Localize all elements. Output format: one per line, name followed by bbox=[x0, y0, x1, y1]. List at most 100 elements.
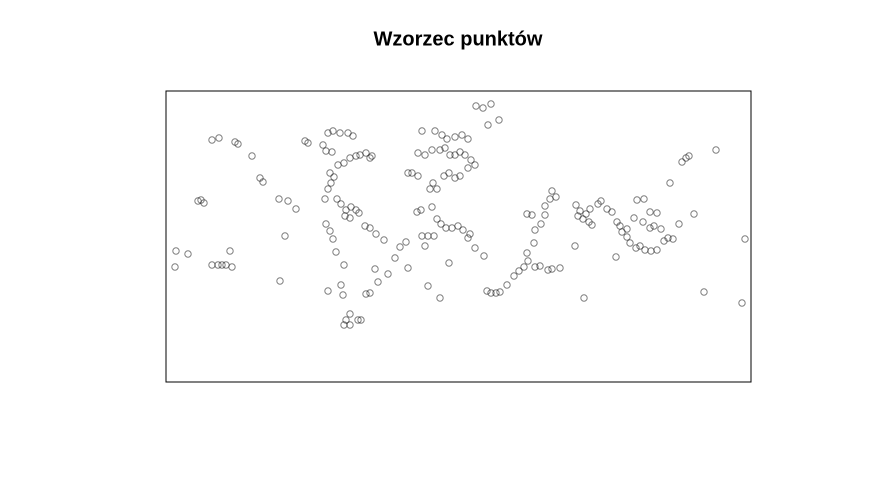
point bbox=[322, 220, 330, 228]
point bbox=[548, 265, 556, 273]
point bbox=[536, 262, 544, 270]
point bbox=[284, 197, 292, 205]
point bbox=[354, 316, 362, 324]
point bbox=[630, 214, 638, 222]
point bbox=[657, 225, 665, 233]
point bbox=[515, 267, 523, 275]
point bbox=[495, 116, 503, 124]
point bbox=[541, 202, 549, 210]
point bbox=[337, 281, 345, 289]
point bbox=[442, 224, 450, 232]
point bbox=[346, 310, 354, 318]
point bbox=[214, 261, 222, 269]
point bbox=[666, 179, 674, 187]
point bbox=[184, 250, 192, 258]
point bbox=[646, 208, 654, 216]
point bbox=[431, 127, 439, 135]
point bbox=[404, 169, 412, 177]
point bbox=[650, 222, 658, 230]
point bbox=[329, 235, 337, 243]
point bbox=[445, 169, 453, 177]
point bbox=[275, 195, 283, 203]
point bbox=[586, 205, 594, 213]
point bbox=[357, 316, 365, 324]
point bbox=[327, 179, 335, 187]
point bbox=[330, 173, 338, 181]
point bbox=[368, 152, 376, 160]
point bbox=[208, 261, 216, 269]
point bbox=[433, 185, 441, 193]
point bbox=[582, 210, 590, 218]
point bbox=[356, 151, 364, 159]
point bbox=[483, 287, 491, 295]
point bbox=[424, 232, 432, 240]
point bbox=[218, 261, 226, 269]
point bbox=[741, 235, 749, 243]
point bbox=[520, 263, 528, 271]
point bbox=[480, 252, 488, 260]
point bbox=[464, 135, 472, 143]
point bbox=[342, 316, 350, 324]
point bbox=[510, 272, 518, 280]
point bbox=[537, 220, 545, 228]
point bbox=[436, 146, 444, 154]
point bbox=[172, 247, 180, 255]
point bbox=[471, 244, 479, 252]
point bbox=[669, 235, 677, 243]
point bbox=[445, 259, 453, 267]
point bbox=[171, 263, 179, 271]
point bbox=[366, 154, 374, 162]
point bbox=[546, 195, 554, 203]
point bbox=[340, 159, 348, 167]
point bbox=[234, 140, 242, 148]
point bbox=[544, 266, 552, 274]
point bbox=[580, 294, 588, 302]
point bbox=[492, 289, 500, 297]
point bbox=[646, 224, 654, 232]
point bbox=[700, 288, 708, 296]
point bbox=[443, 135, 451, 143]
point bbox=[451, 133, 459, 141]
point bbox=[588, 221, 596, 229]
point bbox=[336, 129, 344, 137]
point bbox=[341, 212, 349, 220]
point bbox=[437, 220, 445, 228]
point bbox=[346, 154, 354, 162]
point bbox=[304, 139, 312, 147]
point bbox=[451, 174, 459, 182]
point bbox=[524, 257, 532, 265]
point bbox=[467, 156, 475, 164]
point bbox=[380, 236, 388, 244]
point bbox=[633, 196, 641, 204]
point bbox=[333, 195, 341, 203]
point bbox=[685, 152, 693, 160]
point bbox=[640, 195, 648, 203]
point bbox=[456, 172, 464, 180]
point bbox=[571, 242, 579, 250]
point bbox=[424, 282, 432, 290]
point bbox=[458, 131, 466, 139]
point bbox=[641, 246, 649, 254]
point bbox=[448, 224, 456, 232]
point bbox=[339, 291, 347, 299]
point bbox=[479, 104, 487, 112]
point bbox=[366, 289, 374, 297]
point bbox=[639, 218, 647, 226]
point bbox=[391, 254, 399, 262]
point bbox=[362, 290, 370, 298]
point bbox=[366, 224, 374, 232]
point bbox=[429, 179, 437, 187]
point bbox=[372, 230, 380, 238]
point bbox=[664, 234, 672, 242]
point bbox=[346, 321, 354, 329]
point bbox=[608, 208, 616, 216]
point bbox=[433, 215, 441, 223]
point bbox=[396, 243, 404, 251]
point bbox=[541, 211, 549, 219]
point bbox=[259, 178, 267, 186]
point bbox=[738, 299, 746, 307]
point bbox=[414, 149, 422, 157]
point bbox=[428, 203, 436, 211]
point bbox=[446, 151, 454, 159]
point bbox=[503, 281, 511, 289]
